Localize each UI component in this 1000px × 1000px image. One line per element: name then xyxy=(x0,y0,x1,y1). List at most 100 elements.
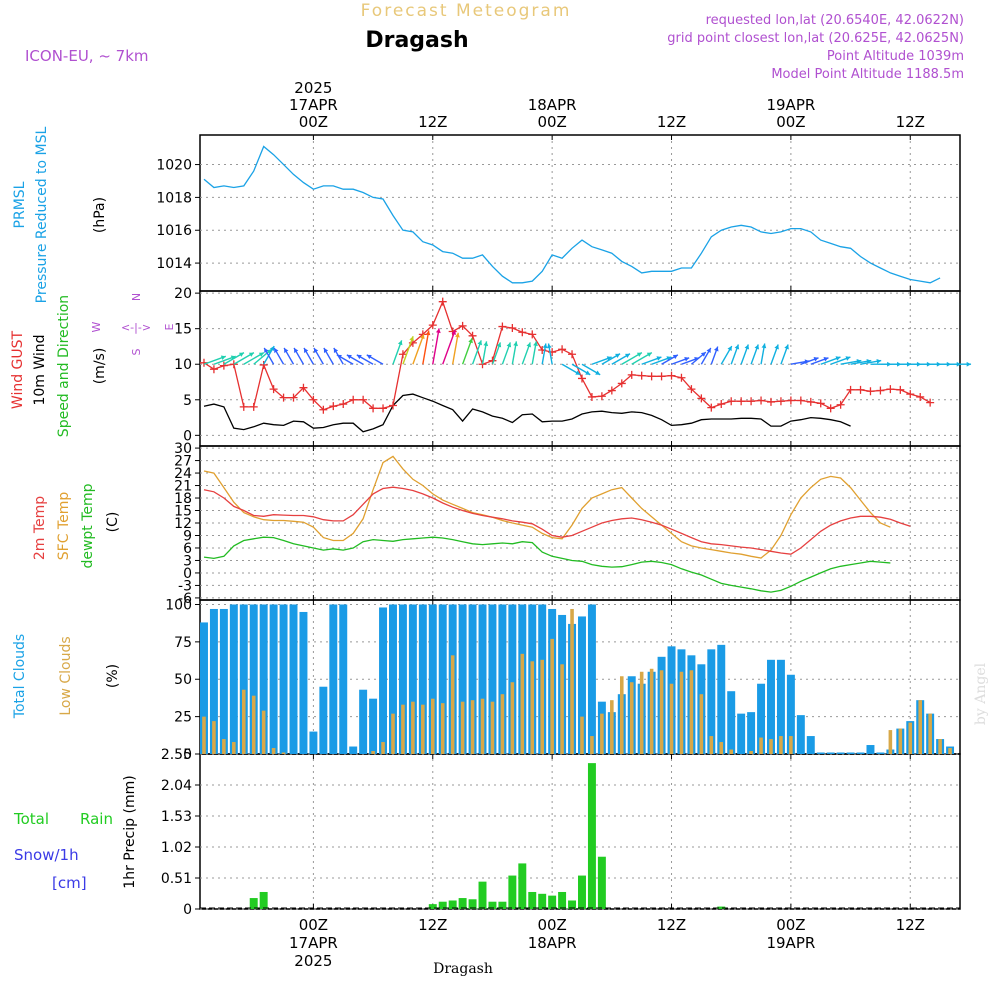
y-tick-label: 1.02 xyxy=(161,840,192,856)
total-cloud-bar xyxy=(349,746,358,754)
wind-arrow-head xyxy=(264,347,269,353)
gust-marker xyxy=(886,385,895,394)
gust-marker xyxy=(508,323,517,332)
wind-arrow-head xyxy=(455,332,460,338)
gust-marker xyxy=(458,321,467,330)
y-tick-label: 0 xyxy=(183,428,192,444)
gust-marker xyxy=(657,372,666,381)
wind-arrow-head xyxy=(585,370,591,375)
gust-marker xyxy=(309,395,318,404)
total-label: Total xyxy=(13,810,49,828)
wind-arrow-head xyxy=(258,352,264,357)
cloud-labels: Total Clouds Low Clouds (%) xyxy=(12,634,121,719)
total-cloud-bar xyxy=(239,604,248,754)
total-cloud-bar xyxy=(468,604,477,754)
y-tick-label: 10 xyxy=(174,357,192,373)
total-cloud-bar xyxy=(269,604,278,754)
total-cloud-bar xyxy=(856,752,865,754)
low-cloud-bar xyxy=(580,716,584,754)
low-cloud-bar xyxy=(729,749,733,754)
low-cloud-bar xyxy=(928,713,932,754)
wind-arrow xyxy=(402,335,414,365)
gust-marker xyxy=(249,402,258,411)
total-cloud-bar xyxy=(816,752,825,754)
bottom-time-label: 12Z xyxy=(896,916,925,934)
gust-marker xyxy=(438,297,447,306)
total-cloud-bar xyxy=(369,698,378,754)
gust-marker xyxy=(647,372,656,381)
gust-marker xyxy=(806,397,815,406)
top-year-label: 2025 xyxy=(294,79,332,97)
rain-label: Rain xyxy=(80,810,113,828)
precip-bar xyxy=(578,875,586,909)
total-cloud-bar xyxy=(806,736,815,754)
wind-arrow-head xyxy=(876,358,882,364)
panel-frame-0 xyxy=(199,134,961,292)
wind-arrow-head xyxy=(313,347,319,353)
y-tick-label: 0 xyxy=(183,566,192,582)
gust-marker xyxy=(319,405,328,414)
total-cloud-bar xyxy=(438,604,447,754)
low-cloud-bar xyxy=(749,751,753,754)
top-time-label: 12Z xyxy=(896,113,925,131)
low-cloud-bar xyxy=(212,721,216,754)
y-tick-label: 24 xyxy=(174,466,192,482)
precip-bar xyxy=(568,900,577,909)
gust-marker xyxy=(707,403,716,412)
y-tick-label: 1016 xyxy=(156,223,192,239)
total-cloud-bar xyxy=(339,604,348,754)
wind-arrow-head xyxy=(526,342,531,348)
gust-marker xyxy=(757,396,766,405)
wind-arrow-head xyxy=(823,357,829,362)
sfc-label: SFC Temp xyxy=(56,492,72,561)
y-tick-label: 15 xyxy=(174,504,192,520)
y-tick-label: 2.04 xyxy=(161,778,192,794)
bottom-time-label: 00Z xyxy=(537,916,566,934)
y-tick-label: 100 xyxy=(165,597,192,613)
low-cloud-bar xyxy=(948,748,952,754)
total-cloud-bar xyxy=(200,622,208,754)
precip-unit: 1hr Precip (mm) xyxy=(122,775,138,888)
total-cloud-bar xyxy=(329,604,338,754)
gust-marker xyxy=(876,386,885,395)
wind-arrow-head xyxy=(513,341,518,347)
gust-marker xyxy=(796,396,805,405)
y-tick-label: 0.51 xyxy=(161,871,192,887)
wind-arrow-head xyxy=(333,347,339,353)
low-cloud-bar xyxy=(470,700,475,754)
low-cloud-bar xyxy=(261,710,266,754)
wind-arrow-head xyxy=(274,347,279,353)
total-cloud-bar xyxy=(747,712,756,754)
gust-marker xyxy=(339,400,348,409)
y-tick-label: 1014 xyxy=(156,256,192,272)
total-cloud-bar xyxy=(488,604,497,754)
gust-marker xyxy=(637,371,646,380)
precip-bar xyxy=(597,856,606,909)
low-cloud-bar xyxy=(709,736,714,754)
gust-marker xyxy=(359,395,368,404)
gust-marker xyxy=(498,322,507,331)
y-tick-label: 12 xyxy=(174,516,192,532)
wind-arrow-head xyxy=(397,340,403,346)
footer-location: Dragash xyxy=(433,961,493,977)
low-cloud-bar xyxy=(759,737,763,754)
wind-arrow-head xyxy=(366,354,372,360)
wind-arrow xyxy=(422,330,430,365)
total-clouds-label: Total Clouds xyxy=(12,634,28,719)
wind-arrow xyxy=(432,328,440,365)
gust-marker xyxy=(766,397,775,406)
wind-arrow-head xyxy=(713,346,719,352)
wind-arrow-head xyxy=(336,354,342,360)
precip-bar xyxy=(458,898,467,909)
gust-marker xyxy=(558,345,567,354)
wind-arrow-head xyxy=(606,356,612,361)
gust-marker xyxy=(279,393,288,402)
total-cloud-bar xyxy=(757,683,766,754)
gust-marker xyxy=(667,371,676,380)
low-cloud-bar xyxy=(520,653,525,754)
low-cloud-bar xyxy=(779,736,783,754)
sfc-temp-line xyxy=(203,455,891,559)
precip-bar xyxy=(538,893,547,909)
low-cloud-bar xyxy=(769,739,773,754)
